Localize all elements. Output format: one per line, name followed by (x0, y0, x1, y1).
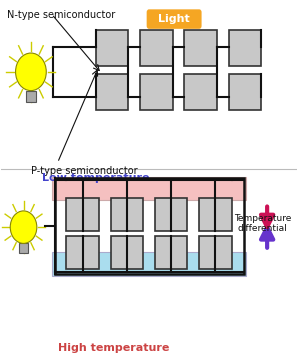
Bar (229, 74, 261, 110)
Bar (155, 236, 188, 269)
Bar (140, 30, 172, 66)
Bar (199, 236, 232, 269)
Bar (66, 198, 99, 231)
Text: Low temperature: Low temperature (42, 173, 150, 183)
Bar (111, 198, 143, 231)
Bar (199, 198, 232, 231)
Bar (19, 244, 28, 253)
Bar (96, 74, 128, 110)
Bar (229, 30, 261, 66)
Text: Light: Light (158, 14, 190, 24)
Bar (140, 74, 172, 110)
Circle shape (10, 211, 37, 244)
FancyBboxPatch shape (147, 9, 202, 29)
Bar (184, 30, 217, 66)
Bar (26, 91, 36, 102)
Text: High temperature: High temperature (58, 343, 169, 353)
Circle shape (16, 53, 46, 91)
Bar (111, 236, 143, 269)
Bar (184, 74, 217, 110)
Text: P-type semiconductor: P-type semiconductor (31, 166, 137, 176)
Text: Temperature
differential: Temperature differential (234, 214, 291, 233)
Bar (96, 30, 128, 66)
Bar (55, 178, 244, 274)
Text: N-type semiconductor: N-type semiconductor (7, 11, 116, 20)
Bar (155, 198, 188, 231)
Bar (66, 236, 99, 269)
Bar (52, 177, 247, 200)
Bar (52, 253, 247, 276)
